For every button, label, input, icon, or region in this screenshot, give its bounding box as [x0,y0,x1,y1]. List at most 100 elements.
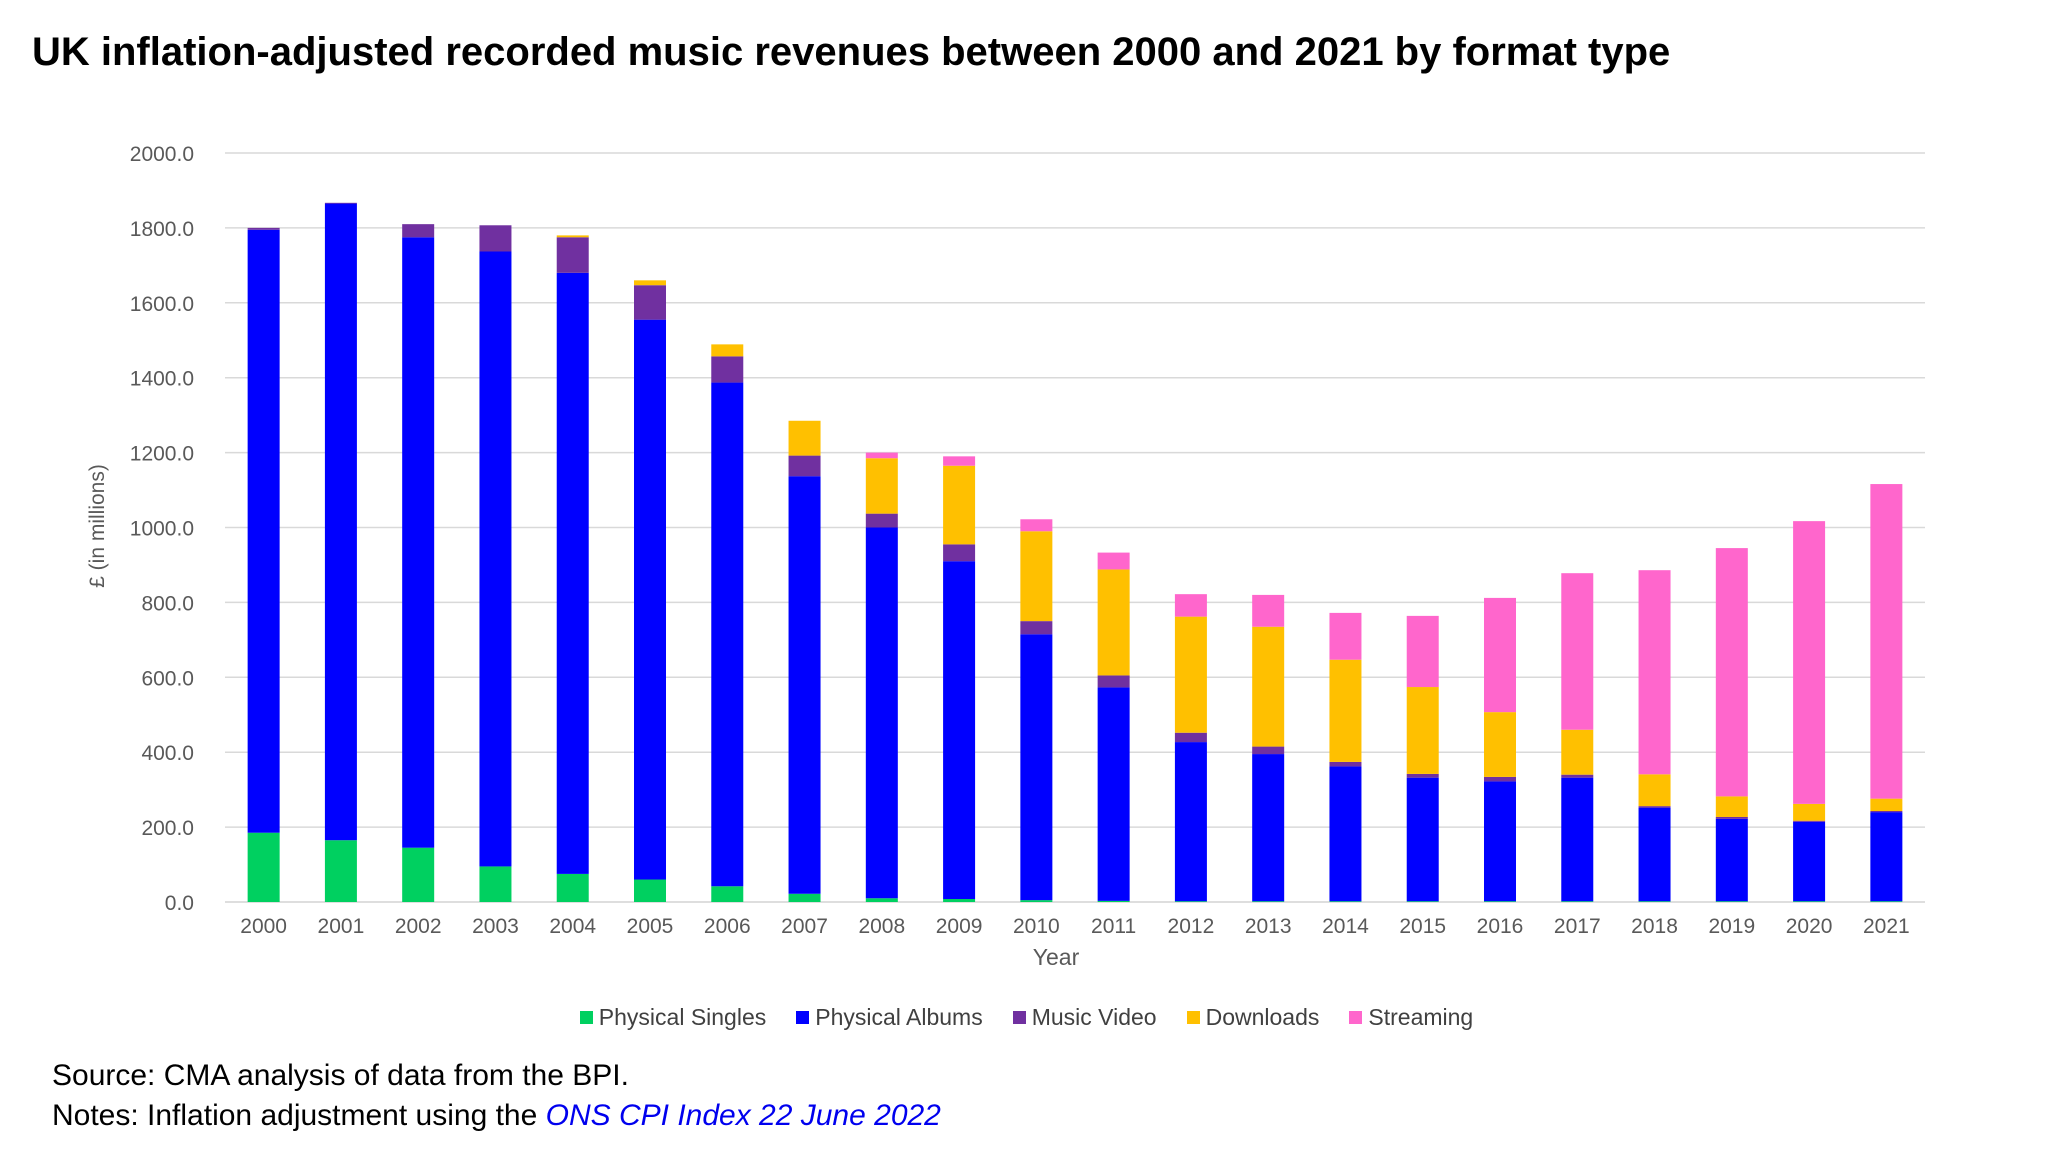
x-tick-label: 2008 [858,915,905,938]
bar-segment-streaming-2015 [1406,615,1439,688]
bar-segment-downloads-2013 [1252,626,1285,747]
bar-segment-streaming-2020 [1793,521,1826,804]
bar-segment-music-video-2006 [711,356,744,383]
legend-label: Physical Albums [815,1004,983,1030]
bar-segment-streaming-2011 [1097,552,1130,570]
bar-segment-physical-albums-2002 [402,237,435,848]
source-note: Source: CMA analysis of data from the BP… [52,1059,629,1092]
x-tick-label: 2009 [936,915,983,938]
bar-segment-music-video-2010 [1020,621,1053,635]
bar-segment-physical-albums-2001 [324,203,357,841]
bar-segment-physical-albums-2000 [247,229,280,833]
x-axis-ticks: 2000 2001 2002 2003 2004 2005 2006 2007 2008 2009… [240,915,1909,938]
y-tick-label: 1600.0 [130,293,194,316]
notes-line: Notes: Inflation adjustment using the ON… [52,1096,941,1136]
bar-segment-downloads-2010 [1020,531,1053,622]
y-tick-label: 1200.0 [130,443,194,466]
bar-segment-physical-albums-2021 [1870,812,1903,902]
bar-segment-music-video-2000 [247,227,280,230]
x-tick-label: 2018 [1631,915,1678,938]
bar-segment-music-video-2020 [1793,820,1826,822]
legend-item-music-video: Music Video [1012,1004,1157,1031]
bar-segment-downloads-2015 [1406,687,1439,774]
bar-segment-physical-singles-2016 [1484,901,1516,902]
x-tick-label: 2005 [627,915,674,938]
bar-segment-streaming-2016 [1484,597,1516,713]
bar-segment-physical-albums-2010 [1020,634,1053,901]
x-tick-label: 2015 [1399,915,1446,938]
bar-segment-music-video-2002 [402,224,435,238]
x-tick-label: 2013 [1245,915,1292,938]
bar-segment-physical-singles-2000 [247,832,280,902]
bar-segment-downloads-2016 [1484,712,1516,777]
bar-segment-downloads-2019 [1715,796,1748,817]
bar-segment-physical-albums-2006 [711,382,744,887]
bar-segment-physical-singles-2021 [1870,901,1903,902]
legend-item-physical-singles: Physical Singles [579,1004,766,1031]
y-tick-label: 0.0 [165,892,194,915]
y-axis-ticks: 0.0 200.0 400.0 600.0 800.0 1000.0 1200.0 1400.… [130,143,194,915]
bar-segment-music-video-2016 [1484,776,1516,782]
x-tick-label: 2000 [240,915,287,938]
bar-segment-physical-singles-2001 [324,840,357,902]
bar-segment-streaming-2013 [1252,594,1285,627]
bar-segment-physical-singles-2019 [1715,901,1748,902]
y-tick-label: 1800.0 [130,218,194,241]
bar-segment-physical-singles-2005 [634,879,666,902]
bar-segment-streaming-2019 [1715,548,1748,797]
y-tick-label: 800.0 [141,592,194,615]
bar-segment-physical-singles-2015 [1406,901,1439,902]
bar-segment-streaming-2018 [1638,570,1671,775]
notes-prefix: Notes: Inflation adjustment using the [52,1099,546,1132]
legend-label: Streaming [1368,1004,1474,1030]
y-tick-label: 400.0 [141,742,194,765]
legend-swatch [1012,1011,1026,1024]
x-tick-label: 2020 [1786,915,1833,938]
bar-segment-music-video-2013 [1252,746,1285,755]
x-tick-label: 2004 [549,915,596,938]
bar-segment-physical-albums-2014 [1329,766,1362,902]
bar-segment-physical-singles-2003 [479,866,512,902]
bar-segment-physical-singles-2002 [402,847,435,902]
x-tick-label: 2014 [1322,915,1369,938]
bar-segment-streaming-2010 [1020,519,1053,532]
x-tick-label: 2006 [704,915,751,938]
legend-item-streaming: Streaming [1349,1004,1473,1031]
bar-segment-physical-albums-2015 [1406,777,1439,902]
x-tick-label: 2001 [318,915,365,938]
legend-label: Downloads [1205,1004,1320,1030]
chart-legend: Physical Singles Physical Albums Music Vid… [0,1004,2053,1031]
bar-segment-physical-albums-2003 [479,251,512,867]
ons-cpi-link[interactable]: ONS CPI Index 22 June 2022 [545,1099,941,1132]
bar-segment-music-video-2004 [556,237,589,273]
legend-swatch [579,1011,593,1024]
bar-segment-music-video-2001 [324,202,357,204]
bar-segment-downloads-2014 [1329,659,1362,762]
bar-segment-physical-albums-2007 [788,476,821,894]
bar-segment-music-video-2005 [634,285,666,320]
chart-title: UK inflation-adjusted recorded music rev… [32,30,1671,74]
bar-segment-physical-singles-2008 [865,898,898,902]
legend-swatch [1349,1011,1363,1024]
bars [247,202,1903,902]
bar-segment-physical-albums-2008 [865,527,898,899]
bar-segment-music-video-2011 [1097,675,1130,688]
x-tick-label: 2019 [1708,915,1755,938]
bar-segment-downloads-2008 [865,458,898,514]
bar-segment-streaming-2012 [1174,594,1207,617]
bar-segment-downloads-2020 [1793,803,1826,821]
bar-segment-music-video-2017 [1561,774,1594,778]
legend-item-downloads: Downloads [1186,1004,1320,1031]
bar-segment-downloads-2006 [711,344,744,357]
bar-segment-downloads-2018 [1638,774,1671,807]
bar-segment-physical-albums-2020 [1793,821,1826,902]
bar-segment-music-video-2018 [1638,806,1671,808]
bar-segment-physical-albums-2011 [1097,687,1130,901]
bar-segment-physical-singles-2014 [1329,901,1362,902]
x-tick-label: 2017 [1554,915,1601,938]
bar-segment-downloads-2017 [1561,729,1594,775]
bar-segment-streaming-2014 [1329,612,1362,660]
bar-segment-physical-albums-2009 [943,561,976,900]
bar-segment-physical-singles-2007 [788,893,821,902]
bar-segment-downloads-2009 [943,465,976,545]
